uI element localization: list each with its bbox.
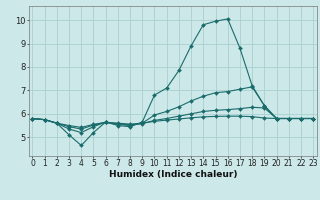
X-axis label: Humidex (Indice chaleur): Humidex (Indice chaleur)	[108, 170, 237, 179]
